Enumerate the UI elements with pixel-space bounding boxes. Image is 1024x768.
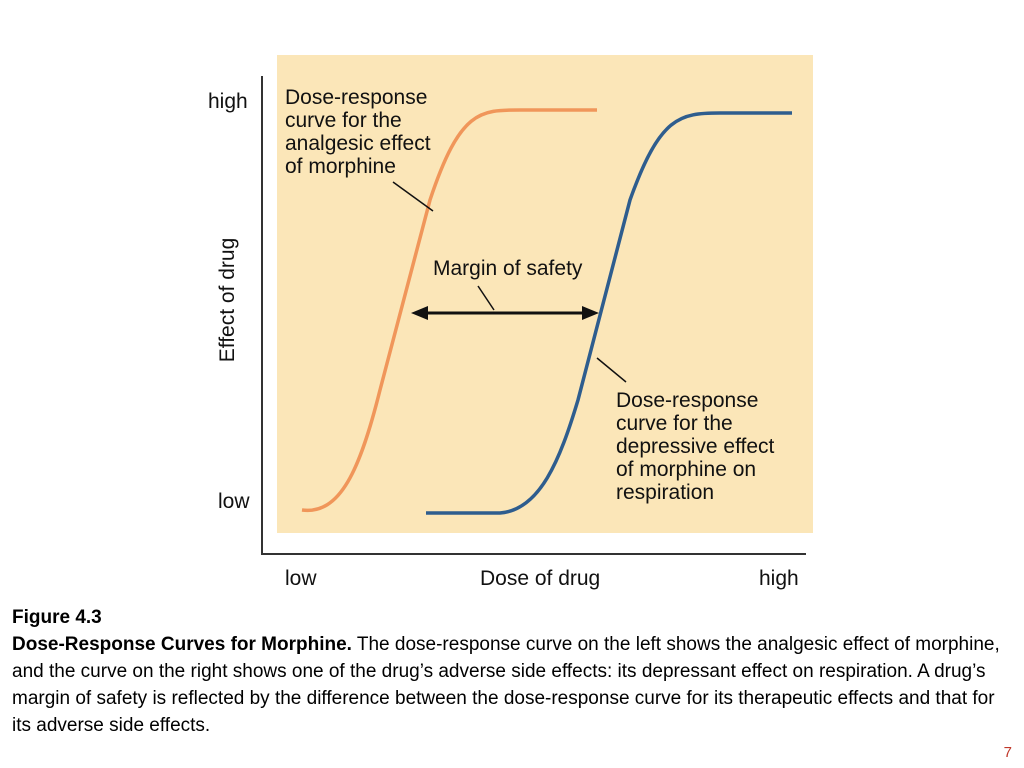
y-high-label: high (208, 90, 248, 113)
depressive-leader-line (596, 357, 627, 383)
y-axis-label: Effect of drug (216, 238, 239, 363)
depressive-curve (426, 111, 792, 515)
x-high-label: high (759, 567, 799, 590)
figure-number: Figure 4.3 (12, 607, 102, 628)
plot-panel (277, 55, 813, 533)
margin-arrow-left-head (411, 306, 428, 320)
analgesic-curve (301, 108, 597, 513)
y-low-label: low (218, 490, 250, 513)
caption-title: Dose-Response Curves for Morphine. (12, 634, 352, 655)
figure-caption: Figure 4.3 Dose-Response Curves for Morp… (12, 604, 1012, 739)
analgesic-curve-label: Dose-response curve for the analgesic ef… (285, 86, 436, 178)
margin-arrow-right-head (582, 306, 599, 320)
page-number: 7 (1003, 744, 1012, 761)
margin-leader-line (477, 285, 495, 311)
margin-of-safety-label: Margin of safety (433, 257, 583, 280)
x-axis-label: Dose of drug (480, 567, 600, 590)
analgesic-leader-line (392, 181, 434, 212)
x-low-label: low (285, 567, 317, 590)
dose-response-figure: high low Effect of drug low Dose of drug… (208, 55, 813, 590)
depressive-curve-label: Dose-response curve for the depressive e… (616, 389, 780, 504)
caption-body: The dose-response curve on the left show… (12, 634, 1000, 736)
